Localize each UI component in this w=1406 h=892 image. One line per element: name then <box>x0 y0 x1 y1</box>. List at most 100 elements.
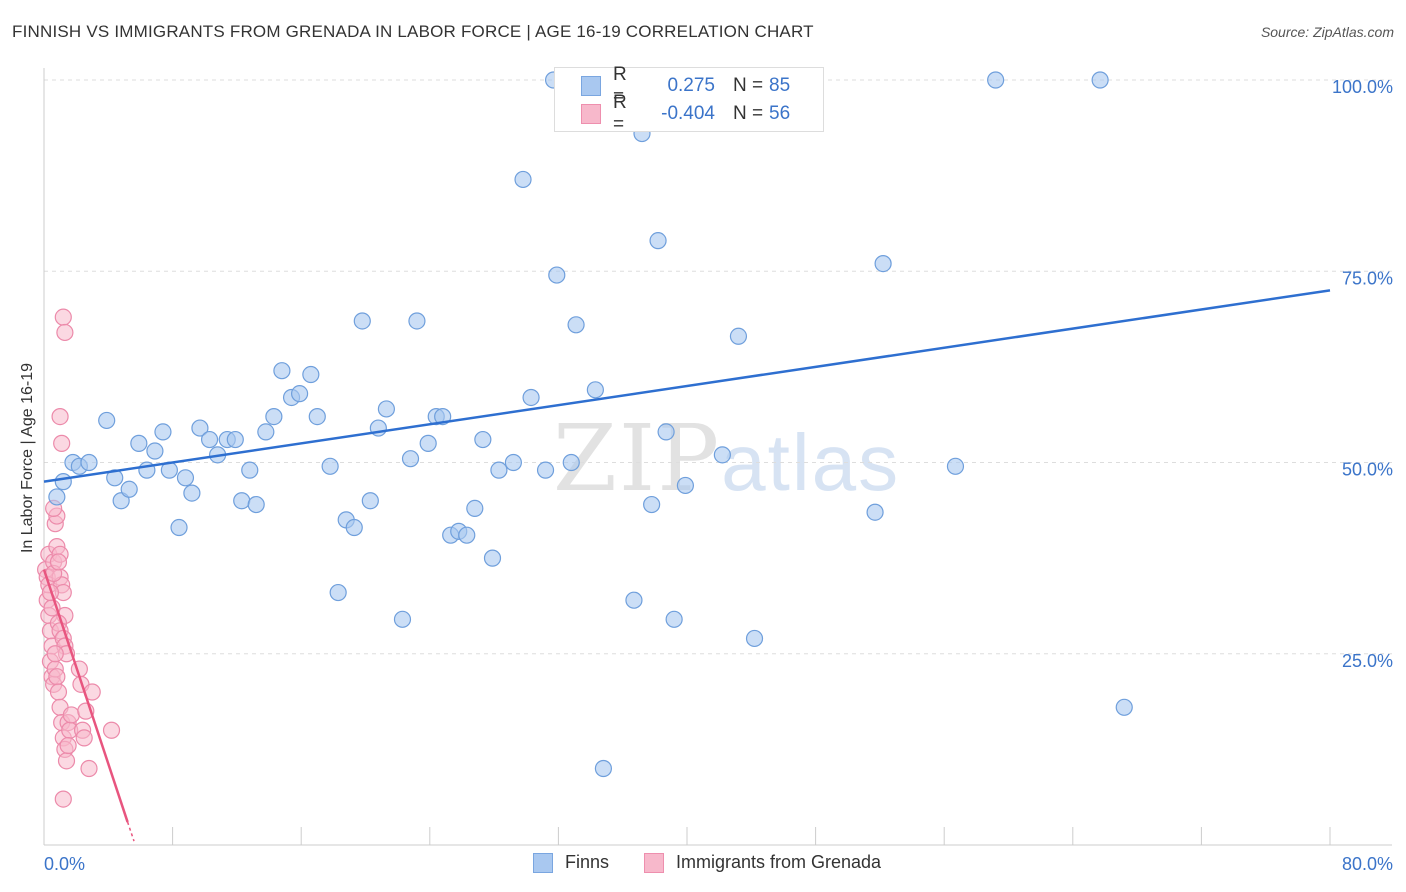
finns-point <box>393 610 412 628</box>
grenada-legend-label: Immigrants from Grenada <box>676 852 882 872</box>
finns-point <box>191 419 209 437</box>
finns-point <box>154 423 172 441</box>
finns-point <box>329 583 347 602</box>
grenada-point <box>59 736 77 755</box>
finns-point <box>713 446 731 464</box>
grenada-point <box>49 683 68 701</box>
trend-lines <box>42 289 1331 842</box>
legend-r-label: R = <box>613 64 627 107</box>
grenada-point <box>49 553 68 571</box>
series-legend: Finns Immigrants from Grenada <box>0 852 1406 876</box>
legend-n-value: 85 <box>769 75 791 96</box>
tick-labels: 25.0% 50.0% 75.0% 100.0% 0.0% 80.0% <box>44 77 1393 874</box>
legend-swatch-finns <box>581 76 601 96</box>
finns-point <box>483 549 502 567</box>
finns-point <box>290 385 309 403</box>
x-tick-label: 80.0% <box>1342 854 1393 874</box>
finns-point <box>273 362 291 380</box>
finns-point <box>586 381 604 399</box>
finns-point <box>120 480 138 498</box>
finns-point <box>729 327 748 345</box>
finns-point <box>176 469 195 487</box>
legend-r-value: 0.275 <box>667 75 715 96</box>
legend-r-label: R = <box>613 92 627 135</box>
finns-point <box>504 453 522 472</box>
legend-item-grenada[interactable]: Immigrants from Grenada <box>644 852 881 873</box>
axis-ticks <box>43 827 1331 845</box>
legend-row-finns: R = 0.275 N = 85 <box>581 64 791 107</box>
grenada-point <box>57 752 76 770</box>
finns-point <box>321 457 339 475</box>
finns-point <box>146 442 164 460</box>
finns-point <box>522 388 540 407</box>
finns-point <box>54 473 72 491</box>
chart-source: Source: ZipAtlas.com <box>1260 24 1394 40</box>
finns-point <box>308 408 326 426</box>
finns-point <box>1115 698 1133 716</box>
finns-point <box>548 266 566 284</box>
grenada-point <box>80 759 98 778</box>
finns-point <box>458 526 476 544</box>
legend-swatch-grenada <box>581 104 601 124</box>
finns-point <box>676 476 694 495</box>
finns-swatch <box>533 852 553 873</box>
x-tick-label: 0.0% <box>44 854 85 874</box>
grenada-point <box>46 645 64 663</box>
finns-point <box>657 423 675 441</box>
finns-point <box>625 591 643 609</box>
finns-point <box>665 610 683 628</box>
axes <box>43 68 1392 846</box>
finns-point <box>567 316 585 334</box>
finns-point <box>419 434 437 452</box>
finns-point <box>377 400 395 418</box>
grenada-point <box>51 408 69 426</box>
finns-point <box>408 312 426 330</box>
finns-point <box>130 434 148 452</box>
grenada-point <box>54 790 72 808</box>
finns-point <box>200 430 219 449</box>
grenada-trend-extension <box>126 821 135 842</box>
finns-point <box>490 461 508 479</box>
finns-point <box>874 255 892 273</box>
finns-point <box>241 461 259 479</box>
finns-point <box>48 488 66 506</box>
finns-point <box>946 457 965 475</box>
y-tick-label: 50.0% <box>1342 460 1393 480</box>
finns-point <box>183 484 201 502</box>
y-tick-label: 25.0% <box>1342 651 1393 671</box>
finns-point <box>745 629 764 648</box>
y-tick-label: 75.0% <box>1342 268 1393 288</box>
finns-point <box>106 469 124 487</box>
legend-item-finns[interactable]: Finns <box>533 852 609 873</box>
finns-point <box>643 495 661 514</box>
finns-point <box>170 518 188 537</box>
finns-point <box>401 450 420 468</box>
finns-point <box>226 430 244 449</box>
grenada-points <box>37 308 121 808</box>
finns-point <box>265 408 283 426</box>
y-tick-label: 100.0% <box>1332 77 1393 97</box>
finns-point <box>361 492 379 510</box>
grenada-point <box>56 323 74 342</box>
finns-point <box>649 232 667 250</box>
finns-point <box>233 492 251 510</box>
finns-point <box>474 430 492 449</box>
finns-point <box>353 312 371 330</box>
legend-r-value: -0.404 <box>661 103 715 124</box>
finns-point <box>98 411 116 430</box>
legend-n-value: 56 <box>769 103 791 124</box>
finns-point <box>80 453 98 472</box>
grid-lines <box>44 79 1392 655</box>
grenada-point <box>53 434 71 452</box>
grenada-point <box>62 706 80 724</box>
finns-trend-line <box>43 289 1331 483</box>
finns-point <box>1091 71 1109 89</box>
finns-points <box>48 71 1133 778</box>
finns-point <box>536 461 555 479</box>
finns-legend-label: Finns <box>565 852 610 872</box>
grenada-swatch <box>644 852 664 873</box>
chart-title: FINNISH VS IMMIGRANTS FROM GRENADA IN LA… <box>12 22 814 41</box>
finns-point <box>562 453 580 472</box>
legend-row-grenada: R = -0.404 N = 56 <box>581 92 791 135</box>
